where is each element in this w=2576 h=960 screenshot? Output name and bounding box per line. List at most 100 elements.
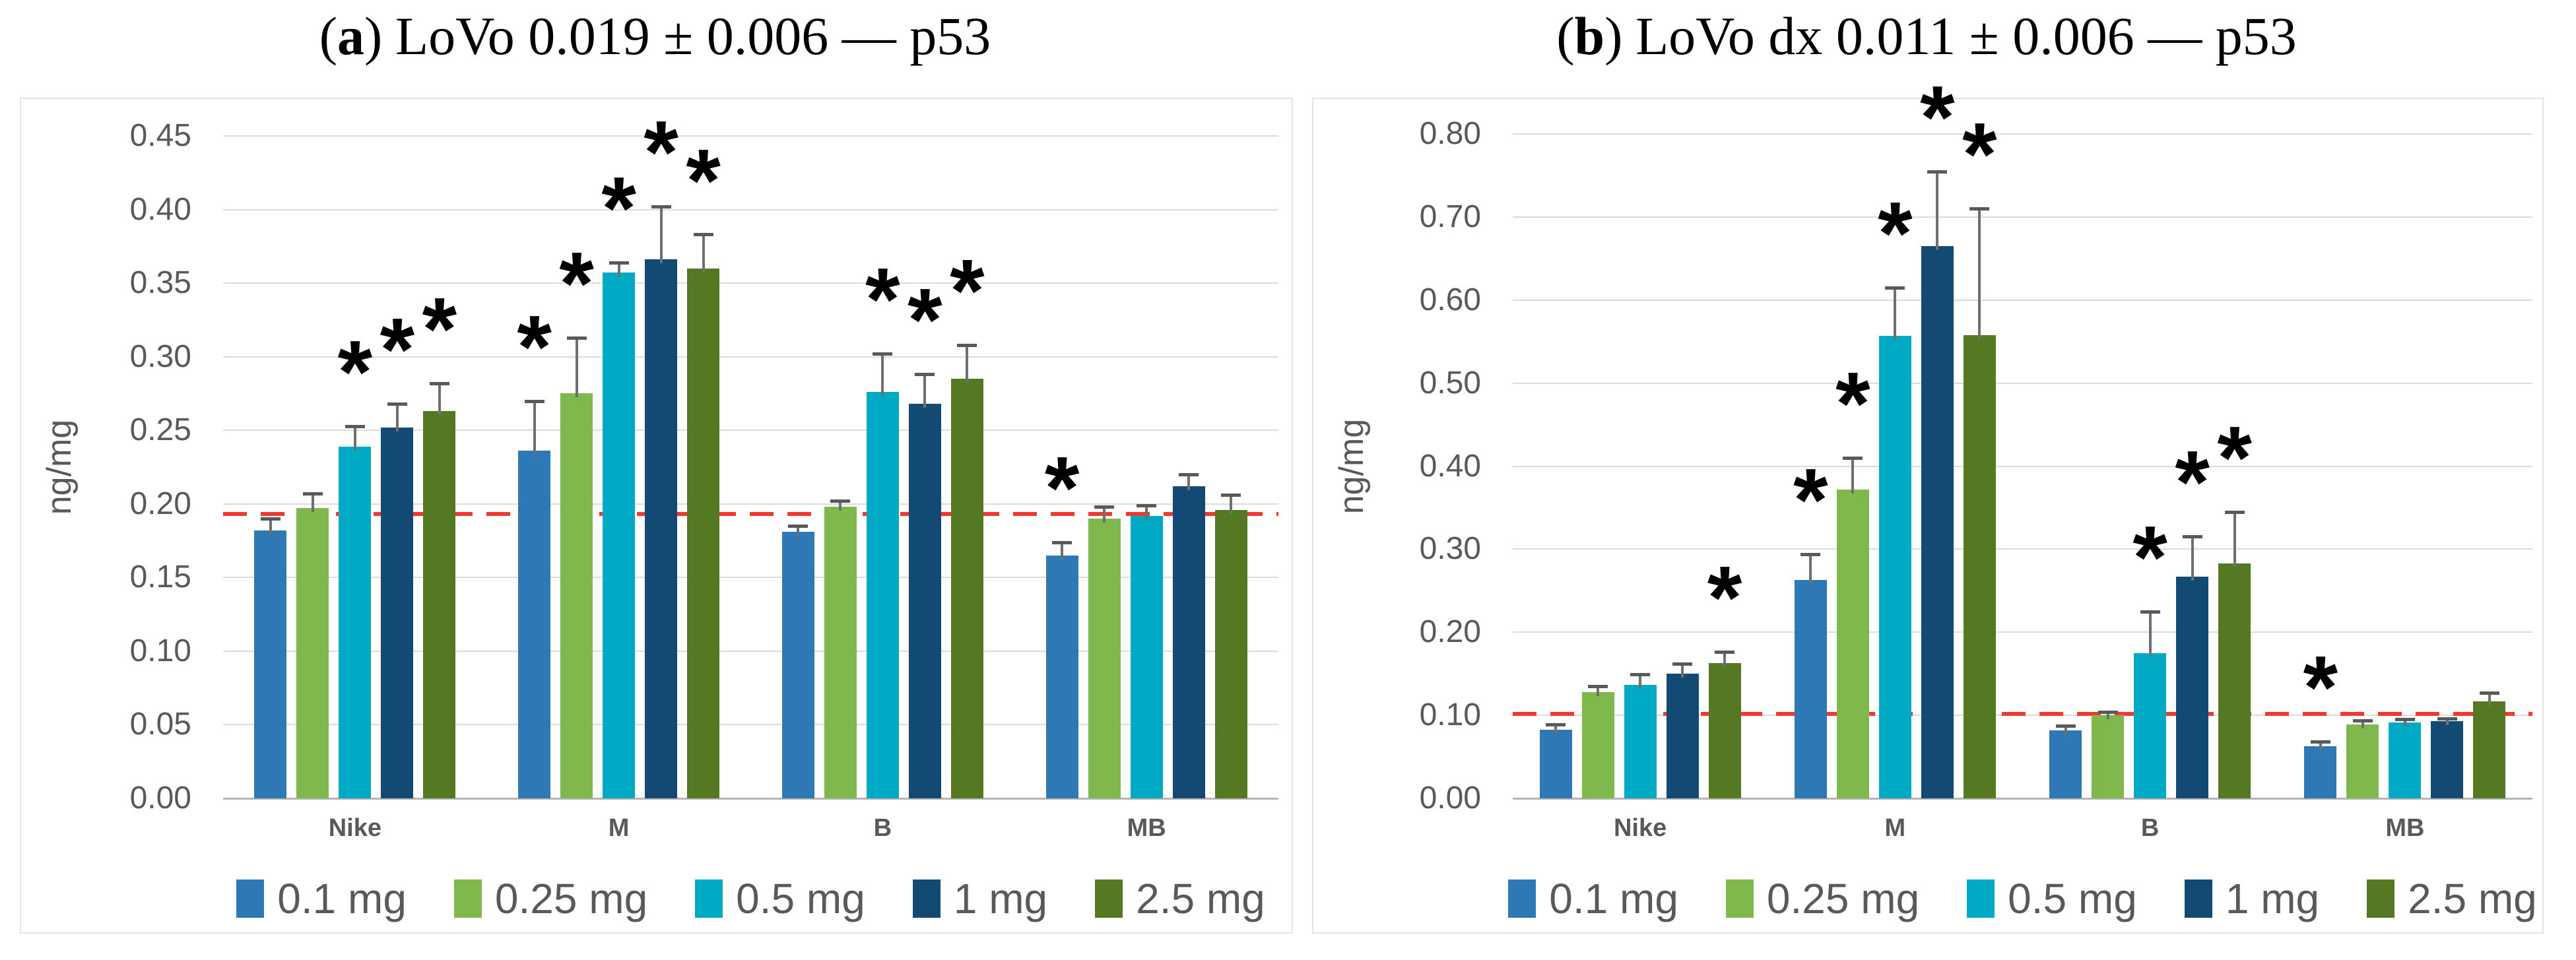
legend-item: 0.25 mg xyxy=(453,874,647,923)
x-category-label: MB xyxy=(2385,814,2425,842)
error-bar xyxy=(839,501,842,511)
significance-asterisk: * xyxy=(422,278,457,379)
error-bar xyxy=(575,337,578,398)
gridline xyxy=(1513,216,2532,218)
chart-b-title: (b) LoVo dx 0.011 ± 0.006 — p53 xyxy=(1312,5,2541,67)
bar-Nike-0.5mg xyxy=(339,446,372,798)
legend-label: 0.1 mg xyxy=(277,875,407,922)
legend: 0.1 mg 0.25 mg 0.5 mg 1 mg 2.5 mg xyxy=(223,872,1278,925)
x-axis-line xyxy=(1513,798,2532,800)
bar-M-0.1mg xyxy=(1794,579,1827,798)
y-tick-label: 0.50 xyxy=(1419,365,1481,400)
legend-label: 0.5 mg xyxy=(2008,875,2137,922)
error-bar-cap xyxy=(1927,170,1948,174)
y-tick-label: 0.15 xyxy=(129,560,191,595)
error-bar xyxy=(2319,742,2322,750)
legend-label: 1 mg xyxy=(953,875,1048,922)
gridline xyxy=(1513,299,2532,301)
title-text: LoVo 0.019 ± 0.006 — p53 xyxy=(395,6,991,66)
y-tick-label: 0.10 xyxy=(1419,697,1481,733)
error-bar xyxy=(1145,505,1148,520)
legend-item: 2.5 mg xyxy=(2367,874,2537,923)
y-tick-label: 0.40 xyxy=(129,191,191,227)
error-bar xyxy=(1681,664,1684,678)
error-bar-cap xyxy=(957,343,977,347)
error-bar xyxy=(881,354,884,397)
significance-asterisk: * xyxy=(1707,548,1742,648)
error-bar xyxy=(533,400,536,455)
bar-MB-0.1mg xyxy=(2304,746,2337,798)
legend-label: 0.25 mg xyxy=(1766,875,1920,922)
significance-asterisk: * xyxy=(380,300,415,400)
error-bar-cap xyxy=(2479,691,2499,695)
bar-MB-1mg xyxy=(1172,486,1205,798)
gridline xyxy=(223,208,1278,210)
title-text: LoVo dx 0.011 ± 0.006 — p53 xyxy=(1635,6,2297,66)
error-bar-cap xyxy=(2055,724,2076,728)
error-bar xyxy=(966,344,969,383)
error-bar-cap xyxy=(2140,610,2160,614)
error-bar xyxy=(1723,652,1727,667)
y-tick-label: 0.30 xyxy=(1419,531,1481,567)
error-bar-cap xyxy=(1715,651,1735,655)
error-bar xyxy=(2403,719,2406,727)
bar-M-0.1mg xyxy=(518,451,551,798)
bar-Nike-0.1mg xyxy=(1539,729,1572,798)
error-bar-cap xyxy=(1969,207,1990,211)
error-bar xyxy=(395,404,399,432)
error-bar xyxy=(659,207,663,264)
legend-swatch xyxy=(236,880,265,918)
gridline xyxy=(223,724,1278,726)
bar-B-0.1mg xyxy=(2049,730,2082,798)
legend-item: 2.5 mg xyxy=(1095,874,1265,923)
error-bar xyxy=(2064,726,2067,734)
y-tick-label: 0.20 xyxy=(129,486,191,521)
error-bar-cap xyxy=(1672,662,1693,666)
plot-area: * * * * * * * * * * * * xyxy=(223,108,1278,798)
legend-swatch xyxy=(1725,880,1754,918)
significance-asterisk: * xyxy=(644,102,678,203)
error-bar xyxy=(1597,686,1600,696)
bar-B-2.5mg xyxy=(2218,563,2251,798)
legend-swatch xyxy=(453,880,482,918)
error-bar xyxy=(2148,611,2152,657)
title-paren-open: ( xyxy=(319,6,338,66)
error-bar xyxy=(2233,511,2236,567)
error-bar xyxy=(702,234,705,272)
y-tick-label: 0.25 xyxy=(129,412,191,448)
bar-MB-2.5mg xyxy=(1214,509,1247,798)
significance-asterisk: * xyxy=(2175,432,2210,532)
error-bar xyxy=(923,374,927,408)
y-tick-label: 0.70 xyxy=(1419,199,1481,234)
error-bar xyxy=(1187,474,1191,490)
title-paren-close: ) xyxy=(1604,6,1623,66)
error-bar-cap xyxy=(651,205,671,209)
reference-line xyxy=(1513,711,2532,716)
x-category-label: B xyxy=(2140,814,2160,842)
y-tick-label: 0.00 xyxy=(129,781,191,816)
gridline xyxy=(223,577,1278,579)
significance-asterisk: * xyxy=(865,249,900,350)
error-bar xyxy=(311,494,314,513)
error-bar xyxy=(1894,287,1897,340)
error-bar-cap xyxy=(2097,711,2118,715)
y-tick-label: 0.35 xyxy=(129,265,191,301)
error-bar-cap xyxy=(1137,504,1157,507)
significance-asterisk: * xyxy=(1962,104,1997,205)
significance-asterisk: * xyxy=(2132,507,2167,607)
error-bar-cap xyxy=(1546,722,1566,726)
error-bar xyxy=(1809,554,1812,584)
legend: 0.1 mg 0.25 mg 0.5 mg 1 mg 2.5 mg xyxy=(1508,872,2537,925)
bar-Nike-1mg xyxy=(1666,674,1699,798)
legend-swatch xyxy=(1095,880,1123,918)
gridline xyxy=(223,135,1278,137)
legend-item: 0.5 mg xyxy=(1967,874,2137,923)
error-bar xyxy=(617,262,620,277)
gridline xyxy=(223,282,1278,284)
significance-asterisk: * xyxy=(517,296,552,397)
reference-line xyxy=(223,512,1278,517)
bar-M-1mg xyxy=(1921,245,1954,798)
error-bar-cap xyxy=(387,402,407,406)
y-tick-label: 0.45 xyxy=(129,118,191,153)
